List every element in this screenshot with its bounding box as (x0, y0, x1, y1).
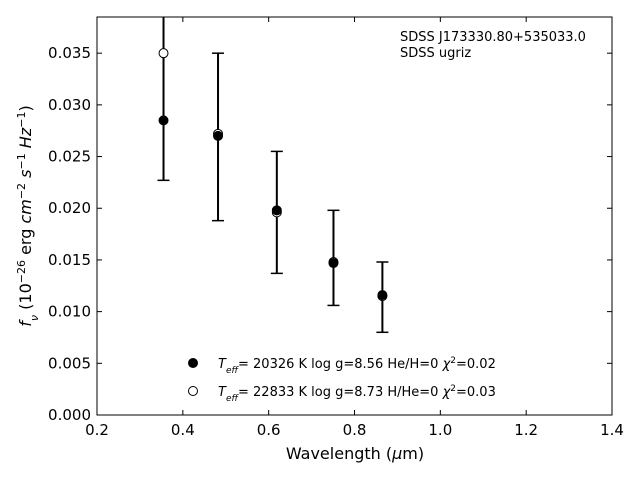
x-tick-label: 0.2 (85, 421, 109, 439)
legend: Teff= 20326 K log g=8.56 He/H=0 χ2=0.02 … (188, 356, 496, 404)
x-tick-label: 1.4 (600, 421, 624, 439)
y-tick-label: 0.010 (48, 303, 91, 321)
legend-label-2: Teff= 22833 K log g=8.73 H/He=0 χ2=0.03 (218, 384, 496, 404)
x-tick-label: 0.8 (343, 421, 367, 439)
x-axis-ticks: 0.2 0.4 0.6 0.8 1.0 1.2 1.4 (85, 17, 624, 439)
data-point-open (158, 48, 169, 59)
data-point-filled (271, 205, 282, 216)
x-axis-label: Wavelength (μm) (286, 444, 424, 463)
y-tick-label: 0.005 (48, 354, 91, 372)
data-point-filled (328, 258, 339, 269)
x-tick-label: 1.0 (428, 421, 452, 439)
y-axis-label: fν (10−26 erg cm−2 s−1 Hz−1) (15, 105, 41, 326)
legend-marker-filled (188, 358, 198, 368)
legend-label-1: Teff= 20326 K log g=8.56 He/H=0 χ2=0.02 (218, 356, 496, 376)
x-tick-label: 1.2 (514, 421, 538, 439)
y-axis-ticks: 0.000 0.005 0.010 0.015 0.020 0.025 0.030 0.035 (48, 44, 612, 424)
data-point-filled (158, 115, 169, 126)
plot-frame (96, 16, 613, 416)
y-tick-label: 0.015 (48, 251, 91, 269)
y-tick-label: 0.000 (48, 406, 91, 424)
annotation-line-2: SDSS ugriz (400, 46, 471, 61)
legend-marker-open (188, 386, 198, 396)
y-tick-label: 0.030 (48, 96, 91, 114)
error-bars (157, 17, 389, 334)
y-tick-label: 0.020 (48, 199, 91, 217)
x-tick-label: 0.4 (171, 421, 195, 439)
y-tick-label: 0.025 (48, 148, 91, 166)
data-markers (158, 48, 388, 302)
data-point-filled (377, 290, 388, 301)
y-tick-label: 0.035 (48, 44, 91, 62)
data-point-filled (213, 130, 224, 141)
x-tick-label: 0.6 (257, 421, 281, 439)
annotation-line-1: SDSS J173330.80+535033.0 (400, 30, 586, 45)
